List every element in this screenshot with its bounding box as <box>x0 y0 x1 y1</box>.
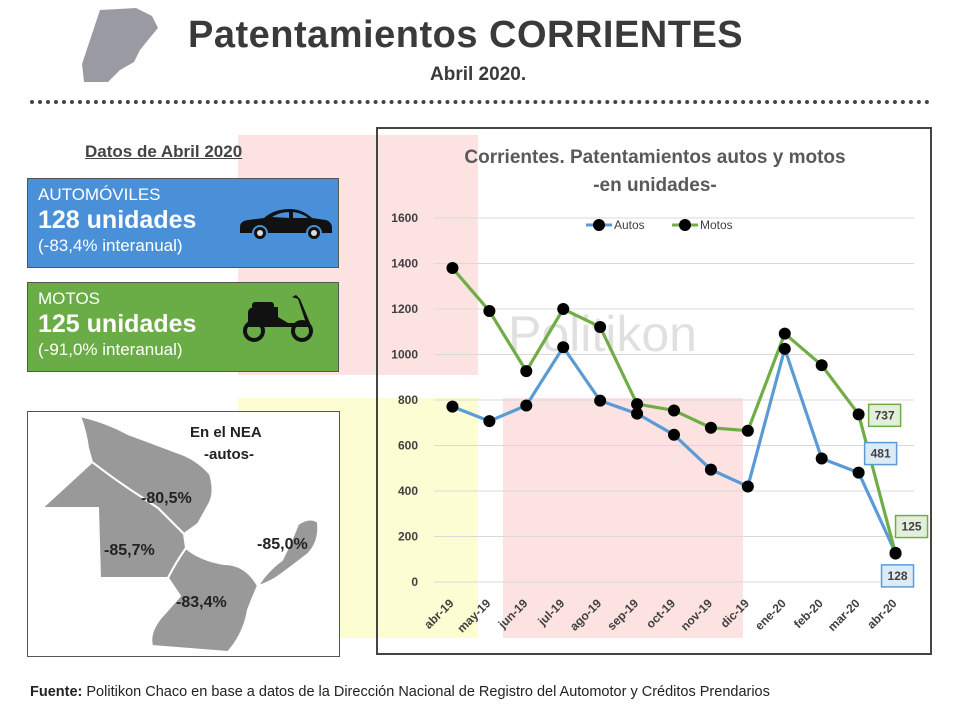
y-tick-label: 1000 <box>391 348 418 362</box>
y-tick-label: 1600 <box>391 211 418 225</box>
page-title: Patentamientos CORRIENTES <box>188 14 744 56</box>
chaco-pct: -85,7% <box>104 542 155 559</box>
data-label-box <box>867 403 902 428</box>
chart-subtitle: -en unidades- <box>593 175 717 196</box>
data-label-box <box>863 441 898 466</box>
y-tick-label: 1400 <box>391 257 418 271</box>
x-tick-label: feb-20 <box>791 596 826 631</box>
datos-title: Datos de Abril 2020 <box>85 142 243 161</box>
legend-marker <box>679 219 691 231</box>
x-tick-label: ene-20 <box>752 596 789 633</box>
nea-map-panel: En el NEA -autos- -80,5% -85,7% -85,0% -… <box>27 411 340 657</box>
point-motos-sep-19 <box>631 398 644 411</box>
point-motos-jun-19 <box>520 365 533 378</box>
y-tick-label: 400 <box>398 484 418 498</box>
autos-kpi-label: AUTOMÓVILES <box>38 185 161 204</box>
point-autos-dic-19 <box>741 480 754 493</box>
data-label-autos-mar-20: 481 <box>871 447 891 461</box>
point-autos-abr-19 <box>446 400 459 413</box>
point-autos-mar-20 <box>852 466 865 479</box>
x-tick-label: dic-19 <box>718 596 753 631</box>
formosa-region <box>78 414 214 536</box>
x-tick-label: may-19 <box>454 596 493 635</box>
y-tick-label: 600 <box>398 439 418 453</box>
x-tick-label: mar-20 <box>825 596 863 634</box>
data-label-box <box>880 564 915 588</box>
legend-label-autos: Autos <box>614 218 645 232</box>
y-tick-label: 200 <box>398 530 418 544</box>
legend-marker <box>593 219 605 231</box>
point-motos-abr-20 <box>889 547 902 560</box>
point-motos-ene-20 <box>778 327 791 340</box>
misiones-pct: -85,0% <box>257 536 308 553</box>
y-tick-label: 0 <box>411 575 418 589</box>
point-motos-mar-20 <box>852 408 865 421</box>
nea-title: En el NEA <box>190 424 262 441</box>
x-tick-label: oct-19 <box>643 596 678 631</box>
point-autos-may-19 <box>483 415 496 428</box>
nea-subtitle: -autos- <box>204 446 254 463</box>
chart-title: Corrientes. Patentamientos autos y motos <box>464 147 845 168</box>
autos-kpi-pct: (-83,4% interanual) <box>38 236 183 255</box>
y-tick-label: 1200 <box>391 302 418 316</box>
corrientes-map-icon <box>82 8 158 82</box>
motos-kpi-card: MOTOS 125 unidades (-91,0% interanual) <box>27 282 339 372</box>
autos-kpi-value: 128 unidades <box>38 206 197 234</box>
misiones-region <box>255 518 320 588</box>
x-tick-label: abr-20 <box>864 596 900 632</box>
point-motos-feb-20 <box>815 359 828 372</box>
car-icon <box>240 209 332 241</box>
point-motos-jul-19 <box>557 303 570 315</box>
source-text: Politikon Chaco en base a datos de la Di… <box>82 684 770 700</box>
x-tick-label: sep-19 <box>604 596 641 633</box>
motos-kpi-value: 125 unidades <box>38 310 197 338</box>
point-motos-oct-19 <box>668 404 680 417</box>
x-tick-label: jun-19 <box>495 596 531 632</box>
x-tick-label: ago-19 <box>567 596 604 633</box>
chart-panel: Politikon Corrientes. Patentamientos aut… <box>376 127 932 655</box>
scooter-icon <box>243 295 313 342</box>
motos-kpi-pct: (-91,0% interanual) <box>38 340 183 359</box>
data-label-motos-mar-20: 737 <box>875 408 895 422</box>
point-motos-dic-19 <box>741 424 754 437</box>
point-motos-nov-19 <box>704 421 717 434</box>
data-label-box <box>894 514 929 539</box>
x-tick-label: jul-19 <box>535 596 568 629</box>
nea-map <box>39 414 320 654</box>
x-tick-label: nov-19 <box>678 596 715 633</box>
point-autos-ene-20 <box>778 342 791 355</box>
source-label: Fuente: <box>30 684 83 700</box>
x-tick-label: abr-19 <box>421 596 457 632</box>
motos-kpi-label: MOTOS <box>38 289 101 308</box>
page-subtitle: Abril 2020. <box>430 64 527 85</box>
data-label-motos-abr-20: 125 <box>902 520 922 534</box>
y-tick-label: 800 <box>398 393 418 407</box>
point-motos-may-19 <box>483 305 496 318</box>
autos-kpi-card: AUTOMÓVILES 128 unidades (-83,4% interan… <box>27 178 339 268</box>
point-autos-oct-19 <box>668 428 680 441</box>
point-autos-jul-19 <box>557 341 570 354</box>
point-autos-nov-19 <box>704 463 717 476</box>
highlight-red-right <box>503 398 743 638</box>
point-autos-feb-20 <box>815 452 828 465</box>
point-autos-ago-19 <box>594 394 607 407</box>
patentamientos-line-chart: Politikon Corrientes. Patentamientos aut… <box>391 147 929 635</box>
corrientes-pct: -83,4% <box>176 594 227 611</box>
point-motos-ago-19 <box>594 320 607 333</box>
data-label-autos-abr-20: 128 <box>888 569 908 583</box>
point-autos-jun-19 <box>520 399 533 412</box>
source-footer: Fuente: Politikon Chaco en base a datos … <box>30 684 770 700</box>
series-line-autos <box>451 345 897 554</box>
legend-label-motos: Motos <box>700 218 733 232</box>
formosa-pct: -80,5% <box>141 490 192 507</box>
point-autos-sep-19 <box>631 407 644 420</box>
dotted-divider <box>30 100 930 104</box>
point-motos-abr-19 <box>446 262 459 275</box>
